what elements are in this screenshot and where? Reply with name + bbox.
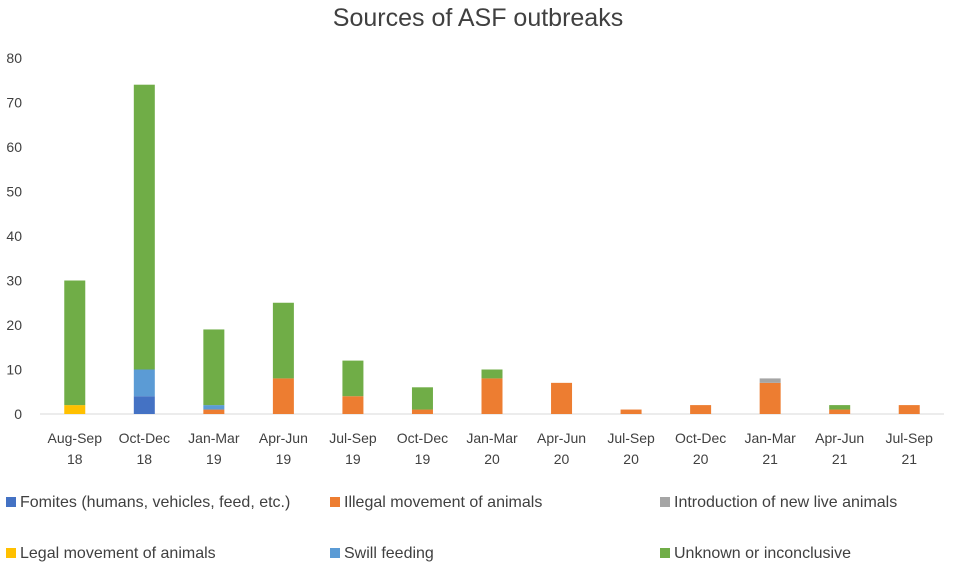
bar-segment (272, 378, 294, 414)
x-tick-label: Jan-Mar (188, 430, 240, 446)
x-tick-label: 18 (67, 451, 83, 467)
bar-segment (411, 387, 433, 410)
y-tick-label: 70 (6, 95, 22, 111)
x-tick-label: Apr-Jun (259, 430, 308, 446)
bar-segment (690, 405, 712, 414)
x-tick-label: 19 (345, 451, 361, 467)
legend-label: Introduction of new live animals (674, 494, 897, 511)
x-tick-label: 21 (762, 451, 778, 467)
legend-item: Fomites (humans, vehicles, feed, etc.) (6, 494, 290, 511)
y-tick-label: 0 (14, 406, 22, 422)
y-axis: 0 10 20 30 40 50 60 70 80 (6, 50, 22, 422)
x-tick-label: Oct-Dec (675, 430, 726, 446)
bar-segment (829, 409, 851, 414)
x-tick-label: Oct-Dec (119, 430, 170, 446)
x-tick-label: Jul-Sep (885, 430, 933, 446)
x-tick-label: 18 (137, 451, 153, 467)
y-tick-label: 50 (6, 184, 22, 200)
x-tick-label: 21 (901, 451, 917, 467)
y-tick-label: 60 (6, 139, 22, 155)
bar-segment (481, 378, 503, 414)
x-tick-label: 21 (832, 451, 848, 467)
legend: Fomites (humans, vehicles, feed, etc.) Il… (6, 494, 897, 562)
bar-segment (203, 409, 225, 414)
x-tick-label: Jan-Mar (744, 430, 796, 446)
y-tick-label: 80 (6, 50, 22, 66)
x-axis: Aug-Sep 18 Oct-Dec 18 Jan-Mar 19 Apr-Jun 19 Jul-… (40, 413, 944, 467)
bars (64, 84, 920, 414)
bar-segment (481, 369, 503, 379)
legend-label: Illegal movement of animals (344, 494, 542, 511)
legend-label: Unknown or inconclusive (674, 545, 851, 562)
legend-item: Legal movement of animals (6, 545, 216, 562)
x-tick-label: Jul-Sep (607, 430, 655, 446)
bar-segment (759, 382, 781, 414)
x-tick-label: Aug-Sep (48, 430, 103, 446)
legend-item: Swill feeding (330, 545, 434, 562)
legend-swatch (6, 548, 16, 558)
x-tick-label: Jan-Mar (466, 430, 518, 446)
y-tick-label: 20 (6, 317, 22, 333)
x-tick-label: 20 (484, 451, 500, 467)
bar-segment (64, 405, 86, 414)
y-tick-label: 40 (6, 228, 22, 244)
bar-segment (759, 378, 781, 383)
bar-segment (342, 360, 364, 397)
legend-item: Illegal movement of animals (330, 494, 542, 511)
legend-swatch (330, 548, 340, 558)
bar-segment (133, 369, 155, 397)
bar-segment (411, 409, 433, 414)
legend-swatch (330, 497, 340, 507)
y-tick-label: 30 (6, 273, 22, 289)
x-tick-label: Apr-Jun (815, 430, 864, 446)
x-tick-label: 20 (693, 451, 709, 467)
legend-swatch (6, 497, 16, 507)
legend-item: Introduction of new live animals (660, 494, 897, 511)
bar-segment (829, 405, 851, 410)
x-tick-label: 20 (623, 451, 639, 467)
bar-segment (342, 396, 364, 414)
legend-item: Unknown or inconclusive (660, 545, 851, 562)
x-tick-label: 19 (415, 451, 431, 467)
bar-segment (272, 302, 294, 379)
x-tick-label: 19 (206, 451, 222, 467)
legend-label: Legal movement of animals (20, 545, 216, 562)
chart-title: Sources of ASF outbreaks (333, 4, 623, 32)
legend-swatch (660, 548, 670, 558)
x-tick-label: Jul-Sep (329, 430, 377, 446)
bar-segment (133, 84, 155, 370)
bar-segment (203, 329, 225, 406)
legend-label: Fomites (humans, vehicles, feed, etc.) (20, 494, 290, 511)
x-tick-label: 20 (554, 451, 570, 467)
x-tick-label: Oct-Dec (397, 430, 448, 446)
y-tick-label: 10 (6, 362, 22, 378)
x-tick-label: 19 (276, 451, 292, 467)
bar-segment (64, 280, 86, 406)
bar-segment (898, 405, 920, 414)
bar-segment (620, 409, 642, 414)
legend-label: Swill feeding (344, 545, 434, 562)
bar-segment (133, 396, 155, 414)
legend-swatch (660, 497, 670, 507)
bar-segment (203, 405, 225, 410)
x-tick-label: Apr-Jun (537, 430, 586, 446)
bar-segment (551, 382, 573, 414)
